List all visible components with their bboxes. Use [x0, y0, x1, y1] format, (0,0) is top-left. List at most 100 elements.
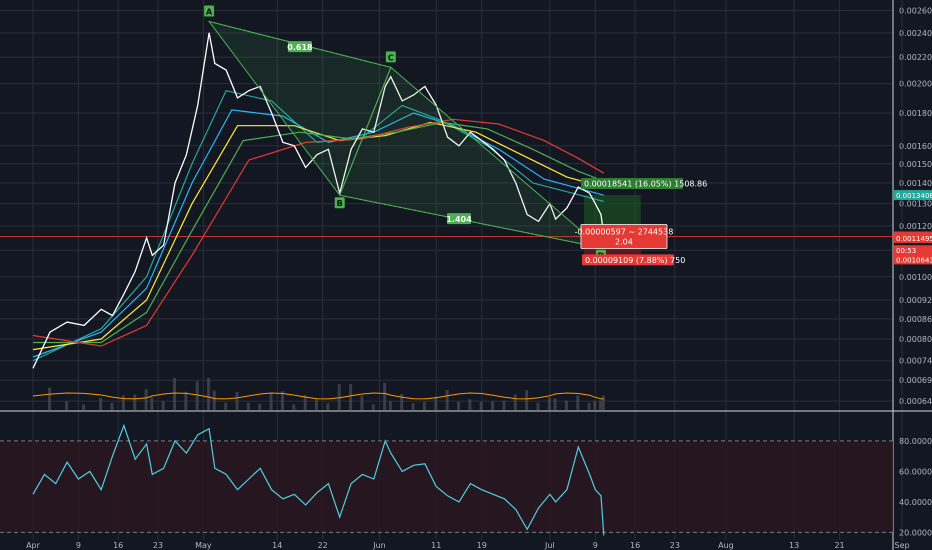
- volume-bar: [235, 391, 239, 410]
- volume-bar: [224, 402, 228, 410]
- volume-bar: [587, 402, 591, 410]
- rsi-line: [32, 423, 605, 536]
- rsi-tick-label: 40.0000: [899, 498, 932, 507]
- price-axis-tag: [894, 232, 932, 243]
- moving-average-line: [33, 121, 605, 344]
- volume-bar: [388, 401, 392, 410]
- volume-ma-line: [32, 392, 604, 400]
- position-info-box: [580, 224, 668, 249]
- volume-bar: [536, 402, 540, 410]
- x-tick-label: 19: [477, 541, 487, 550]
- volume-bar: [371, 404, 375, 410]
- pattern-point-c[interactable]: [385, 51, 396, 63]
- x-tick-label: Jun: [372, 541, 386, 550]
- stop-label-text: 0.00009109 (7.88%) 750: [585, 256, 685, 265]
- y-tick-label: 0.00120000: [899, 222, 932, 231]
- volume-bar: [593, 400, 597, 410]
- y-tick-label: 0.00260000: [899, 7, 932, 16]
- volume-bar: [133, 394, 137, 410]
- y-tick-label: 0.00150000: [899, 160, 932, 169]
- volume-bar: [349, 383, 353, 410]
- x-tick-label: May: [195, 541, 212, 550]
- volume-bar: [383, 382, 387, 410]
- volume-bar: [315, 399, 318, 410]
- volume-bar: [445, 389, 449, 410]
- pattern-ratio-label: 0.618: [287, 43, 313, 52]
- volume-bar: [599, 400, 602, 410]
- volume-bar: [269, 392, 273, 410]
- target-label: [580, 178, 683, 190]
- price-axis-tag: [894, 254, 932, 265]
- x-tick-label: 16: [630, 541, 640, 550]
- x-tick-label: Sep: [895, 541, 910, 550]
- pattern-point-label: C: [388, 53, 394, 62]
- y-tick-label: 0.00130000: [899, 200, 932, 209]
- volume-bar: [65, 400, 69, 410]
- volume-bar: [525, 390, 529, 410]
- rsi-tick-label: 20.0000: [899, 528, 932, 537]
- pattern-ratio-badge: [447, 213, 471, 225]
- y-tick-label: 0.00200000: [899, 80, 932, 89]
- volume-bar: [457, 401, 460, 410]
- y-tick-label: 0.00180000: [899, 109, 932, 118]
- volume-bar: [360, 395, 364, 410]
- volume-bar: [400, 393, 404, 410]
- volume-bar: [491, 401, 495, 410]
- volume-bar: [144, 389, 148, 410]
- pattern-point-label: A: [206, 7, 213, 16]
- stop-label: [581, 254, 674, 266]
- pattern-ratio-badge: [287, 41, 312, 53]
- volume-bar: [434, 396, 438, 410]
- volume-bar: [246, 402, 250, 410]
- x-tick-label: 9: [593, 541, 598, 550]
- pattern-point-a[interactable]: [204, 5, 215, 17]
- volume-bar: [292, 404, 296, 410]
- x-tick-label: 23: [153, 541, 163, 550]
- volume-bar: [195, 381, 199, 410]
- volume-bar: [601, 395, 605, 410]
- pattern-point-b[interactable]: [334, 197, 345, 209]
- pattern-line-bd: [339, 194, 602, 249]
- y-tick-label: 0.00240000: [899, 29, 932, 38]
- y-tick-label: 0.00064000: [899, 397, 932, 406]
- volume-bar: [280, 391, 284, 410]
- volume-bar: [479, 401, 483, 410]
- volume-bar: [82, 404, 86, 410]
- x-tick-label: 13: [789, 541, 799, 550]
- y-tick-label: 0.00160000: [899, 142, 932, 151]
- volume-bar: [207, 378, 211, 410]
- y-tick-label: 0.00140000: [899, 179, 932, 188]
- volume-bar: [547, 397, 551, 410]
- price-axis-tag-text: 0.00134088: [896, 192, 932, 200]
- price-line: [32, 32, 605, 369]
- volume-bar: [110, 402, 114, 410]
- y-tick-label: 0.00220000: [899, 53, 932, 62]
- y-tick-label: 0.00092000: [899, 296, 932, 305]
- volume-bar: [422, 401, 426, 410]
- price-axis-tag: [894, 245, 932, 256]
- volume-bar: [502, 400, 506, 410]
- price-axis-tag: [894, 190, 932, 201]
- volume-bar: [468, 399, 472, 410]
- volume-bar: [258, 403, 262, 410]
- y-tick-label: 0.00086000: [899, 315, 932, 324]
- x-tick-label: 23: [670, 541, 680, 550]
- x-tick-label: 22: [318, 541, 328, 550]
- volume-bar: [337, 383, 341, 410]
- y-tick-label: 0.00080000: [899, 335, 932, 344]
- x-tick-label: 14: [272, 541, 282, 550]
- volume-bar: [121, 395, 125, 410]
- target-label-text: 0.00018541 (16.05%) 1508.86: [584, 180, 707, 189]
- moving-average-line: [32, 109, 604, 358]
- volume-bar: [150, 397, 154, 410]
- pattern-line-ac: [208, 20, 391, 68]
- volume-bar: [411, 403, 415, 410]
- x-tick-label: 21: [834, 541, 844, 550]
- y-tick-label: 0.00100000: [899, 273, 932, 282]
- pattern-ratio-label: 1.404: [446, 215, 472, 224]
- volume-bar: [212, 390, 216, 410]
- volume-bar: [513, 394, 517, 410]
